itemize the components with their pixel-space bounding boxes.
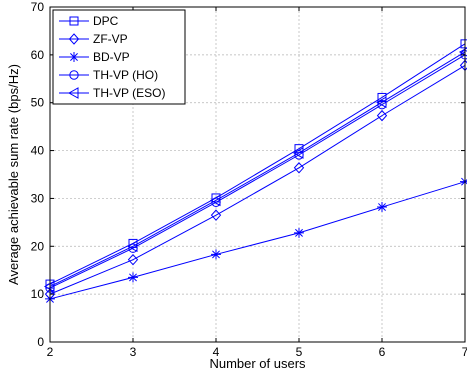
legend-label: BD-VP <box>93 50 130 64</box>
x-tick-label: 5 <box>296 345 303 359</box>
data-point <box>211 249 221 260</box>
y-axis-label: Average achievable sum rate (bps/Hz) <box>6 64 21 285</box>
series-line <box>49 181 466 300</box>
legend-marker <box>67 87 79 99</box>
legend-marker <box>68 33 80 45</box>
y-tick-label: 20 <box>31 239 45 253</box>
data-point <box>293 162 305 174</box>
legend: DPC ZF-VP BD-VP TH-VP (HO) TH-VP (ESO) <box>52 9 186 105</box>
y-tick-label: 60 <box>31 48 45 62</box>
legend-marker <box>69 52 79 62</box>
series-line <box>49 54 466 289</box>
legend-item: ZF-VP <box>59 32 128 46</box>
y-tick-label: 30 <box>31 191 45 205</box>
data-point <box>210 209 222 221</box>
data-point <box>460 39 467 49</box>
data-point <box>127 253 139 266</box>
legend-item: DPC <box>59 14 119 28</box>
data-point <box>375 96 387 109</box>
series-line <box>49 43 466 285</box>
series-line <box>49 51 466 287</box>
data-point <box>128 272 138 283</box>
data-point <box>376 109 388 122</box>
x-tick-label: 6 <box>379 345 386 359</box>
x-axis-label: Number of users <box>209 356 306 371</box>
plot-frame <box>49 6 466 343</box>
legend-item: TH-VP (HO) <box>59 68 158 82</box>
data-point <box>377 202 387 213</box>
legend-label: ZF-VP <box>93 32 128 46</box>
x-tick-label: 3 <box>130 345 137 359</box>
data-point <box>460 176 467 187</box>
legend-label: TH-VP (HO) <box>93 68 158 82</box>
legend-marker <box>69 70 79 80</box>
data-point <box>209 194 221 207</box>
x-tick-label: 7 <box>462 345 467 359</box>
x-tick-label: 4 <box>213 345 220 359</box>
series-bd-vp <box>45 176 467 304</box>
data-point <box>292 147 304 159</box>
legend-label: TH-VP (ESO) <box>93 86 165 100</box>
legend-label: DPC <box>93 14 119 28</box>
x-tick-label: 2 <box>47 345 54 359</box>
legend-item: TH-VP (ESO) <box>59 86 165 100</box>
legend-item: BD-VP <box>59 50 130 64</box>
data-point <box>126 240 138 253</box>
y-tick-label: 70 <box>31 0 45 14</box>
legend-marker <box>69 16 79 26</box>
y-tick-label: 50 <box>31 96 45 110</box>
y-tick-label: 0 <box>37 335 44 349</box>
data-point <box>459 59 467 72</box>
y-tick-label: 10 <box>31 287 45 301</box>
series-line <box>49 64 466 295</box>
y-tick-label: 40 <box>31 144 45 158</box>
data-point <box>294 227 304 238</box>
